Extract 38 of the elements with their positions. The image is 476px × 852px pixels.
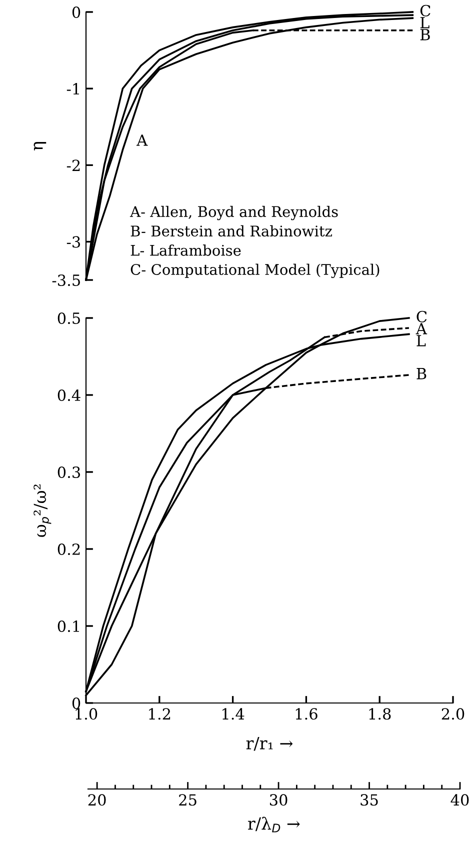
y-tick-label: 0.2 xyxy=(58,543,80,556)
y-tick-label: -1 xyxy=(66,83,79,94)
x-tick-label: 1.8 xyxy=(369,708,391,720)
y-tick-label: 0.5 xyxy=(58,312,80,324)
y-tick-label: -3 xyxy=(66,236,80,248)
series-label: L xyxy=(416,335,426,346)
x-tick-label: 1.4 xyxy=(222,708,244,720)
y-tick-label: -2 xyxy=(66,160,80,171)
x-tick-label: 2.0 xyxy=(442,708,464,720)
x2-tick-label: 35 xyxy=(360,794,378,806)
y-tick-label: -3.5 xyxy=(52,274,80,286)
annotation: L- Laframboise xyxy=(130,244,241,256)
y-tick-label: 0 xyxy=(72,697,80,710)
x2-tick-label: 30 xyxy=(270,794,288,806)
y-axis-title: ω$_{p}$²/ω² xyxy=(34,484,52,537)
series-label: B xyxy=(420,29,430,40)
x2-tick-label: 20 xyxy=(88,794,106,806)
y-tick-label: 0.3 xyxy=(58,466,80,478)
series-label: C xyxy=(420,4,430,16)
y-tick-label: 0.4 xyxy=(58,389,80,402)
x2-tick-label: 25 xyxy=(179,794,196,806)
annotation: A xyxy=(136,134,148,146)
x2-axis-title: r/λ$_{D}$ → xyxy=(248,816,300,832)
x-tick-label: 1.6 xyxy=(296,708,318,720)
x-tick-label: 1.2 xyxy=(149,708,170,720)
annotation: A- Allen, Boyd and Reynolds xyxy=(130,206,338,220)
series-label: L xyxy=(420,17,430,28)
x-tick-label: 1.0 xyxy=(76,708,98,720)
series-label: C xyxy=(416,310,427,322)
annotation: B- Berstein and Rabinowitz xyxy=(130,225,332,237)
annotation: C- Computational Model (Typical) xyxy=(130,264,380,278)
y-axis-title: η xyxy=(34,142,46,150)
y-tick-label: 0.1 xyxy=(58,620,79,632)
x2-tick-label: 40 xyxy=(450,794,469,806)
x-axis-title: r/r₁ → xyxy=(246,737,293,751)
series-label: B xyxy=(416,368,426,380)
y-tick-label: 0 xyxy=(72,6,80,18)
series-label: A xyxy=(416,323,428,334)
